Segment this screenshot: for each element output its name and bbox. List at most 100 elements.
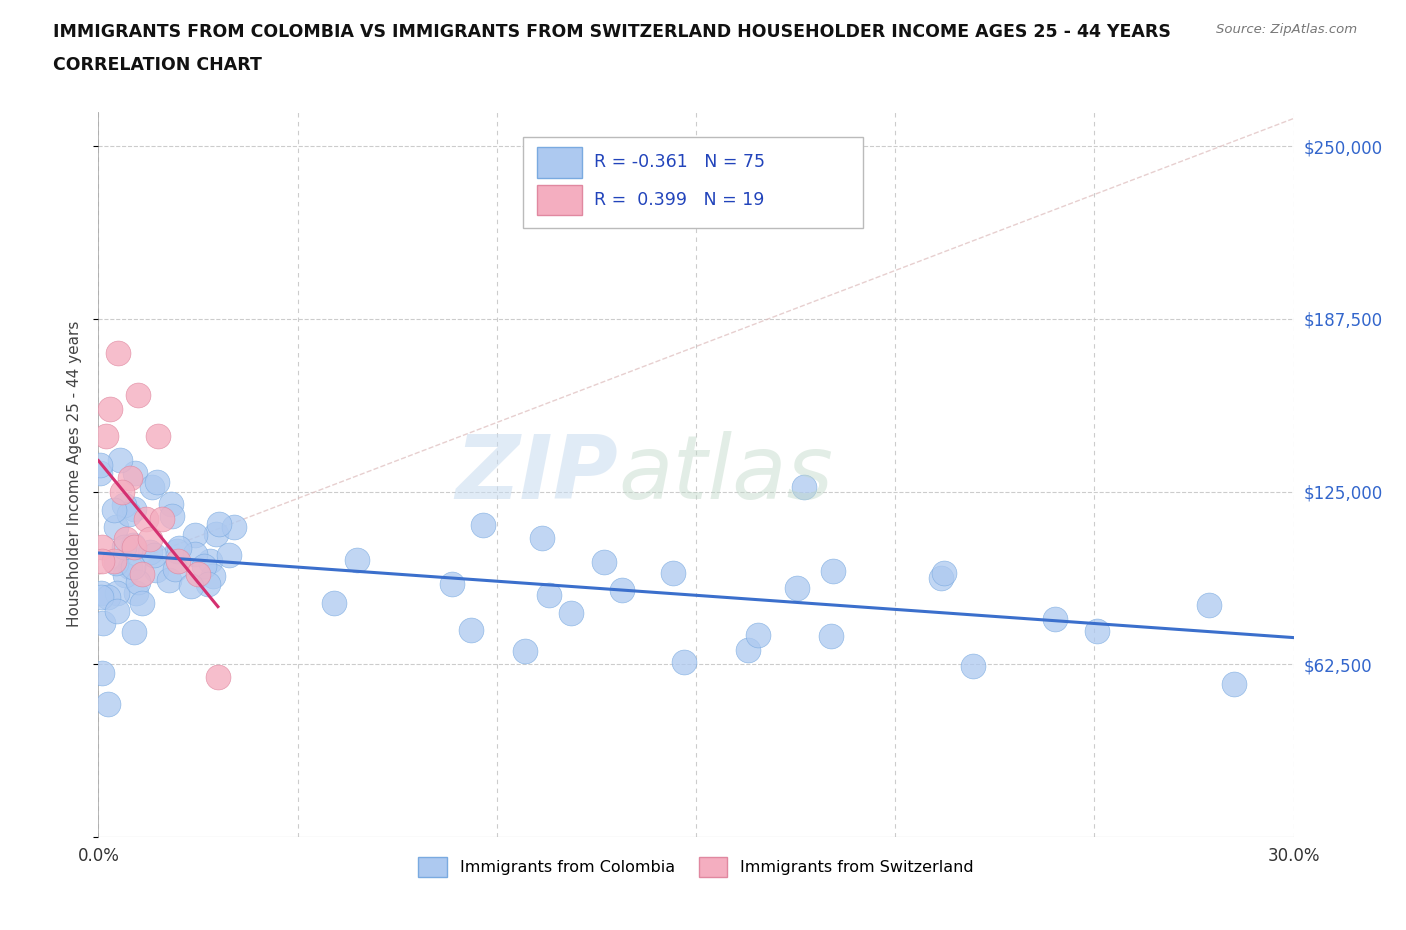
Point	[672, 654, 695, 669]
Point	[98, 401, 122, 416]
Y-axis label: Householder Income Ages 25 - 44 years: Householder Income Ages 25 - 44 years	[67, 321, 83, 628]
Point	[127, 388, 149, 403]
Text: CORRELATION CHART: CORRELATION CHART	[53, 56, 263, 73]
Point	[135, 512, 157, 526]
Point	[111, 485, 134, 499]
Point	[125, 585, 148, 600]
Point	[962, 658, 984, 673]
Point	[131, 567, 153, 582]
Point	[122, 538, 145, 552]
Point	[929, 571, 952, 586]
Point	[187, 567, 209, 582]
Point	[167, 541, 190, 556]
Point	[115, 531, 138, 546]
Point	[183, 528, 205, 543]
Point	[141, 480, 163, 495]
Point	[89, 458, 111, 472]
Point	[122, 625, 145, 640]
Point	[150, 512, 173, 526]
Point	[560, 605, 582, 620]
Point	[124, 539, 146, 554]
Point	[103, 553, 125, 568]
Point	[124, 466, 146, 481]
Point	[112, 498, 135, 512]
Point	[441, 577, 464, 591]
Legend: Immigrants from Colombia, Immigrants from Switzerland: Immigrants from Colombia, Immigrants fro…	[412, 850, 980, 883]
Point	[127, 575, 149, 590]
Point	[934, 565, 956, 580]
FancyBboxPatch shape	[537, 185, 582, 216]
Point	[160, 509, 183, 524]
Point	[821, 564, 844, 578]
Text: R =  0.399   N = 19: R = 0.399 N = 19	[595, 191, 765, 209]
Point	[323, 595, 346, 610]
Point	[208, 516, 231, 531]
Point	[90, 590, 112, 604]
Point	[1085, 623, 1108, 638]
Point	[165, 562, 187, 577]
Point	[120, 560, 142, 575]
Point	[513, 644, 536, 658]
Point	[91, 553, 114, 568]
Point	[207, 670, 229, 684]
Point	[786, 580, 808, 595]
Point	[117, 507, 139, 522]
Point	[224, 520, 246, 535]
Point	[184, 547, 207, 562]
Point	[1043, 612, 1066, 627]
Point	[103, 503, 125, 518]
Text: Source: ZipAtlas.com: Source: ZipAtlas.com	[1216, 23, 1357, 36]
Point	[146, 474, 169, 489]
Point	[1198, 598, 1220, 613]
Point	[747, 628, 769, 643]
Point	[538, 587, 561, 602]
Point	[197, 577, 219, 591]
Text: IMMIGRANTS FROM COLOMBIA VS IMMIGRANTS FROM SWITZERLAND HOUSEHOLDER INCOME AGES : IMMIGRANTS FROM COLOMBIA VS IMMIGRANTS F…	[53, 23, 1171, 41]
Point	[105, 586, 128, 601]
FancyBboxPatch shape	[523, 137, 863, 228]
Point	[96, 429, 118, 444]
Point	[157, 573, 180, 588]
Point	[167, 553, 190, 568]
Text: atlas: atlas	[619, 432, 834, 517]
Point	[201, 568, 224, 583]
Point	[148, 429, 170, 444]
Point	[131, 596, 153, 611]
Point	[105, 519, 128, 534]
Text: R = -0.361   N = 75: R = -0.361 N = 75	[595, 153, 765, 171]
Point	[139, 531, 162, 546]
Point	[89, 466, 111, 481]
FancyBboxPatch shape	[537, 147, 582, 178]
Point	[737, 643, 759, 658]
Point	[145, 563, 167, 578]
Point	[793, 480, 815, 495]
Point	[472, 517, 495, 532]
Point	[112, 540, 135, 555]
Point	[105, 604, 128, 618]
Point	[193, 559, 215, 574]
Point	[90, 586, 112, 601]
Point	[662, 565, 685, 580]
Point	[122, 502, 145, 517]
Point	[104, 555, 127, 570]
Point	[460, 622, 482, 637]
Point	[110, 452, 132, 467]
Point	[121, 560, 143, 575]
Point	[1223, 677, 1246, 692]
Point	[180, 578, 202, 593]
Point	[198, 553, 221, 568]
Point	[166, 544, 188, 559]
Point	[218, 548, 240, 563]
Text: ZIP: ZIP	[456, 431, 619, 518]
Point	[120, 471, 142, 485]
Point	[610, 582, 633, 597]
Point	[143, 547, 166, 562]
Point	[139, 544, 162, 559]
Point	[91, 539, 114, 554]
Point	[107, 346, 129, 361]
Point	[205, 526, 228, 541]
Point	[114, 567, 136, 582]
Point	[91, 665, 114, 680]
Point	[346, 552, 368, 567]
Point	[531, 530, 554, 545]
